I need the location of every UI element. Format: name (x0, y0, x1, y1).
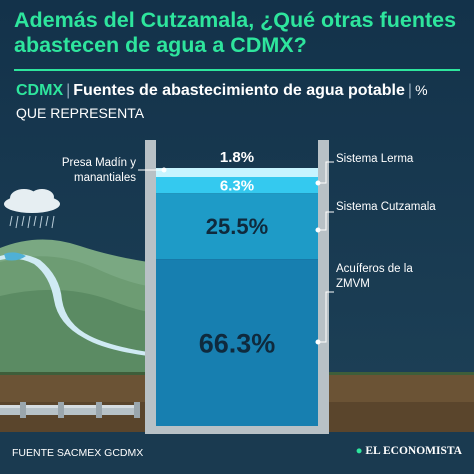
pipe-icon (0, 402, 140, 418)
cloud-icon (4, 189, 60, 213)
value-label-acuiferos: 66.3% (199, 328, 276, 358)
subtitle-unit: % QUE REPRESENTA (16, 82, 428, 121)
page-title: Además del Cutzamala, ¿Qué otras fuentes… (14, 8, 457, 57)
tank-floor (145, 426, 329, 434)
rain-icon (9, 215, 55, 229)
label-lerma: Sistema Lerma (336, 153, 414, 165)
leader-line-cutzamala (318, 211, 334, 231)
layer-lerma (156, 177, 318, 194)
subtitle-brand: CDMX (16, 82, 64, 99)
footer-band (0, 432, 474, 474)
layer-cutzamala (156, 193, 318, 260)
tank-wall-right (318, 140, 329, 433)
header-rule (14, 69, 460, 71)
value-label-cutzamala: 25.5% (206, 214, 268, 239)
leader-dot-cutzamala (315, 227, 321, 233)
layer-acuiferos (156, 259, 318, 426)
leader-dot-acuiferos (315, 339, 321, 345)
leader-dot-lerma (315, 180, 321, 186)
separator-pipe: | (66, 82, 71, 99)
leader-dot-presa (161, 167, 167, 173)
source-note: FUENTE SACMEX GCDMX (12, 447, 144, 459)
tank-wall-left (145, 140, 156, 433)
value-label-lerma: 6.3% (220, 178, 254, 195)
leader-line-acuiferos (318, 291, 334, 343)
publisher-logo: ● EL ECONOMISTA (356, 445, 462, 457)
label-cutzamala: Sistema Cutzamala (336, 201, 436, 213)
logo-text: EL ECONOMISTA (365, 445, 462, 457)
logo-mark-icon: ● (355, 445, 363, 457)
label-presa: Presa Madín y manantiales (61, 157, 136, 184)
label-acuiferos: Acuíferos de la ZMVM (336, 263, 413, 290)
chart-subtitle: CDMX | Fuentes de abastecimiento de agua p… (16, 79, 456, 125)
subtitle-main: Fuentes de abastecimiento de agua potabl… (73, 82, 405, 99)
separator-pipe: | (407, 82, 413, 99)
value-label-presa: 1.8% (220, 149, 254, 166)
leader-line-lerma (318, 161, 334, 184)
landscape (0, 239, 148, 372)
layer-presa (156, 168, 318, 177)
